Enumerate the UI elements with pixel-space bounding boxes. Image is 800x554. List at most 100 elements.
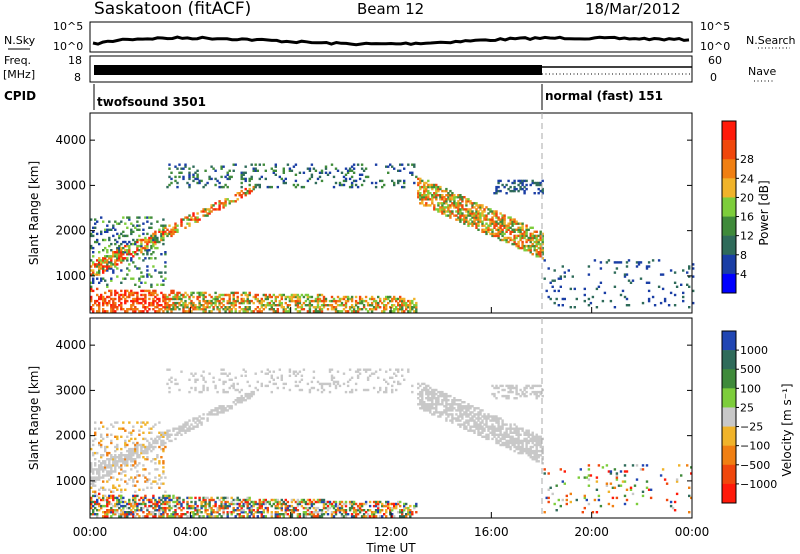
echo-cell [419, 198, 422, 201]
echo-cell [202, 504, 205, 508]
echo-cell [176, 295, 179, 299]
echo-cell [435, 407, 438, 410]
echo-cell [118, 234, 121, 238]
echo-cell [204, 502, 207, 506]
echo-cell [523, 230, 526, 233]
echo-cell [302, 295, 306, 299]
echo-cell [106, 267, 109, 270]
echo-cell [479, 431, 482, 434]
echo-cell [334, 167, 338, 170]
echo-cell [316, 295, 320, 299]
echo-cell [513, 220, 516, 223]
echo-cell [314, 169, 318, 172]
echo-cell [449, 216, 452, 219]
echo-cell [218, 208, 221, 211]
echo-cell [260, 304, 263, 307]
echo-cell [196, 220, 199, 223]
echo-cell [350, 175, 354, 179]
echo-cell [258, 301, 261, 305]
echo-cell [350, 299, 354, 303]
echo-cell [465, 411, 468, 414]
echo-cell [481, 421, 484, 424]
echo-cell [605, 484, 609, 487]
colorbar-swatch [722, 121, 736, 141]
echo-cell [487, 218, 490, 221]
echo-cell [248, 511, 251, 514]
echo-cell [94, 500, 97, 504]
echo-cell [96, 509, 99, 512]
echo-cell [296, 299, 300, 303]
echo-cell [473, 419, 476, 422]
echo-cell [358, 299, 362, 303]
echo-cell [507, 397, 510, 400]
echo-cell [110, 472, 113, 475]
echo-cell [497, 236, 500, 240]
echo-cell [182, 427, 185, 430]
echo-cell [102, 466, 105, 469]
echo-cell [370, 301, 374, 305]
echo-cell [168, 433, 171, 436]
echo-cell [166, 185, 169, 189]
echo-cell [102, 494, 105, 498]
echo-cell [94, 218, 97, 221]
echo-cell [419, 181, 422, 185]
echo-cell [350, 304, 354, 307]
echo-cell [397, 179, 400, 183]
echo-cell [122, 251, 125, 254]
echo-cell [92, 310, 95, 313]
echo-cell [246, 397, 249, 400]
echo-cell [134, 242, 137, 246]
echo-cell [344, 299, 348, 303]
echo-cell [479, 206, 482, 209]
echo-cell [477, 413, 480, 416]
echo-cell [218, 506, 221, 510]
echo-cell [228, 177, 231, 181]
echo-cell [421, 179, 424, 183]
echo-cell [521, 449, 524, 453]
echo-cell [481, 210, 484, 213]
echo-cell [356, 306, 360, 309]
echo-cell [244, 370, 247, 373]
echo-cell [280, 304, 283, 307]
echo-cell [160, 513, 163, 516]
echo-cell [519, 185, 522, 189]
echo-cell [509, 185, 512, 189]
echo-cell [224, 308, 227, 311]
echo-cell [399, 297, 402, 301]
echo-cell [98, 470, 101, 473]
echo-cell [507, 390, 510, 394]
echo-cell [176, 293, 179, 297]
echo-cell [130, 460, 133, 463]
echo-cell [102, 271, 105, 274]
echo-cell [501, 433, 504, 436]
echo-cell [164, 295, 167, 299]
echo-cell [483, 427, 486, 430]
echo-cell [110, 458, 113, 461]
echo-cell [374, 301, 378, 305]
echo-cell [116, 435, 119, 438]
echo-cell [230, 175, 233, 179]
echo-cell [507, 427, 510, 430]
echo-cell [493, 394, 496, 398]
echo-cell [441, 210, 444, 213]
echo-cell [294, 370, 298, 373]
echo-cell [122, 277, 125, 280]
echo-cell [429, 405, 432, 408]
echo-cell [274, 504, 277, 508]
echo-cell [457, 210, 460, 213]
echo-cell [178, 515, 181, 518]
echo-cell [427, 394, 430, 398]
echo-cell [216, 496, 219, 500]
echo-cell [535, 249, 538, 252]
echo-cell [519, 232, 522, 236]
echo-cell [166, 295, 169, 299]
echo-cell [533, 249, 536, 252]
echo-cell [120, 220, 123, 223]
echo-cell [252, 500, 255, 504]
echo-cell [657, 285, 661, 288]
echo-cell [128, 263, 131, 266]
echo-cell [491, 431, 494, 434]
echo-cell [545, 289, 548, 293]
echo-cell [292, 293, 296, 297]
